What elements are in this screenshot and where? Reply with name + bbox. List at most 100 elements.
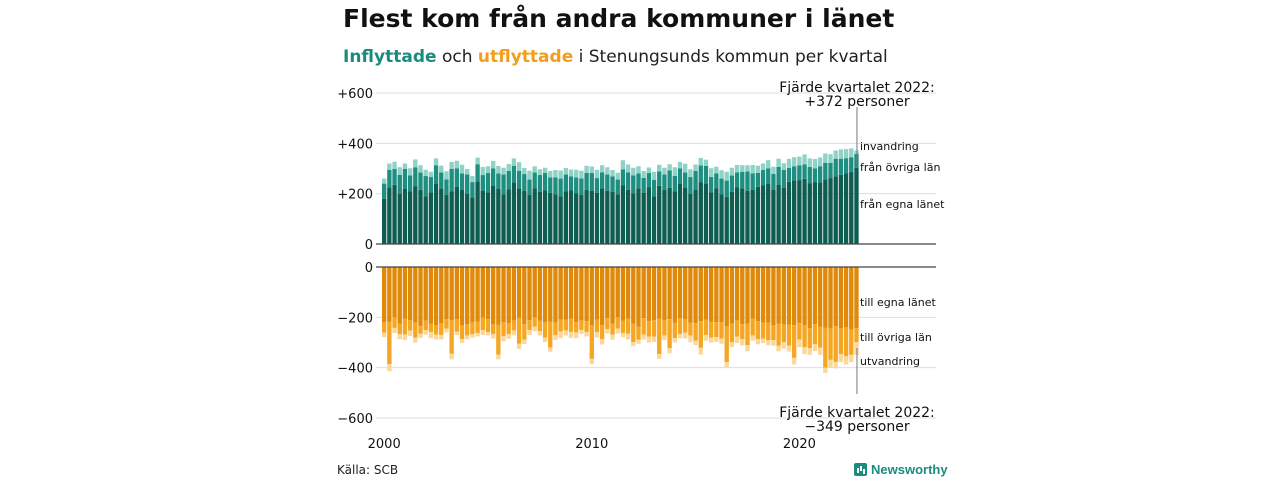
bar-in-lan — [397, 193, 402, 244]
bar-out-lan — [636, 267, 641, 327]
newsworthy-logo-icon — [854, 463, 867, 476]
chart-title: Flest kom från andra kommuner i länet — [343, 4, 895, 33]
bar-out-utvandring — [792, 357, 797, 365]
bar-out-ovriga — [667, 319, 672, 349]
bar-out-utvandring — [522, 339, 527, 345]
bar-in-lan — [392, 184, 397, 244]
bar-out-lan — [797, 267, 802, 324]
bar-in-invandring — [771, 166, 776, 174]
bar-in-invandring — [745, 165, 750, 172]
bar-out-utvandring — [605, 329, 610, 334]
annotation-bottom-line1: Fjärde kvartalet 2022: — [779, 405, 935, 421]
newsworthy-logo-text: Newsworthy — [871, 462, 948, 477]
newsworthy-logo: Newsworthy — [854, 462, 948, 477]
bar-out-lan — [714, 267, 719, 323]
bar-in-ovriga — [418, 172, 423, 190]
bar-in-invandring — [667, 164, 672, 171]
bar-in-lan — [475, 181, 480, 244]
bar-in-invandring — [423, 169, 428, 177]
bar-in-invandring — [407, 168, 413, 176]
bar-out-ovriga — [553, 322, 558, 336]
bar-in-ovriga — [745, 171, 750, 191]
bar-out-utvandring — [817, 347, 823, 355]
bar-out-ovriga — [797, 323, 802, 340]
bar-out-utvandring — [625, 333, 631, 340]
bar-out-utvandring — [786, 345, 792, 352]
bar-out-utvandring — [828, 359, 833, 368]
bar-in-invandring — [402, 163, 408, 170]
bar-in-invandring — [828, 154, 833, 163]
bar-in-lan — [786, 181, 792, 244]
bar-out-ovriga — [485, 319, 491, 333]
bar-in-invandring — [439, 165, 444, 173]
bar-out-ovriga — [490, 324, 496, 334]
bar-out-utvandring — [672, 337, 677, 343]
bar-out-utvandring — [631, 342, 636, 347]
bar-in-invandring — [776, 158, 781, 167]
bar-out-lan — [703, 267, 709, 320]
subtitle-utflyttade: utflyttade — [477, 47, 574, 67]
bar-out-utvandring — [454, 331, 460, 335]
bar-out-ovriga — [407, 320, 413, 331]
bar-out-ovriga — [817, 326, 823, 348]
bar-out-lan — [672, 267, 677, 323]
bar-out-utvandring — [527, 330, 532, 335]
bar-out-utvandring — [641, 334, 646, 340]
bar-out-lan — [501, 267, 506, 323]
bar-in-invandring — [542, 167, 548, 174]
bar-out-utvandring — [563, 330, 568, 336]
series-label-ovriga-lan-out: till övriga län — [860, 331, 932, 344]
bar-out-utvandring — [843, 356, 849, 365]
bar-out-lan — [667, 267, 672, 320]
bar-out-ovriga — [428, 323, 434, 332]
bar-out-utvandring — [651, 336, 657, 342]
bar-in-invandring — [849, 148, 854, 158]
bar-out-ovriga — [802, 325, 807, 348]
bar-out-ovriga — [470, 322, 475, 335]
bar-out-utvandring — [698, 347, 703, 355]
bar-out-utvandring — [636, 339, 641, 344]
bar-out-utvandring — [449, 353, 454, 360]
bar-out-ovriga — [558, 319, 563, 332]
bar-in-lan — [849, 171, 854, 244]
bar-out-lan — [760, 267, 766, 323]
bar-out-ovriga — [522, 324, 527, 340]
bar-out-ovriga — [480, 317, 485, 331]
series-label-invandring: invandring — [860, 140, 919, 153]
bar-in-invandring — [698, 157, 703, 166]
bar-in-ovriga — [662, 174, 667, 190]
bar-in-invandring — [563, 168, 568, 175]
bar-out-utvandring — [610, 334, 615, 340]
bar-in-lan — [677, 183, 683, 244]
annotation-bottom-line2: −349 personer — [804, 419, 910, 435]
bar-out-lan — [781, 267, 786, 325]
bar-out-utvandring — [599, 338, 605, 345]
bar-out-ovriga — [781, 324, 786, 342]
bar-out-utvandring — [662, 335, 667, 340]
bar-out-lan — [387, 267, 392, 322]
bar-in-lan — [838, 174, 844, 244]
bar-out-ovriga — [548, 321, 553, 348]
bar-out-ovriga — [838, 328, 844, 355]
bar-out-utvandring — [537, 331, 543, 336]
bar-in-invandring — [413, 159, 418, 168]
bar-out-lan — [506, 267, 511, 324]
bar-out-utvandring — [392, 327, 397, 333]
bar-out-utvandring — [693, 340, 698, 346]
bar-in-lan — [828, 178, 833, 244]
bar-out-lan — [812, 267, 818, 325]
bar-out-ovriga — [563, 319, 568, 331]
bar-in-invandring — [490, 160, 496, 169]
bar-in-ovriga — [506, 170, 511, 190]
bar-out-lan — [776, 267, 781, 324]
bar-out-lan — [423, 267, 428, 321]
bar-out-lan — [532, 267, 537, 318]
bar-in-lan — [433, 183, 439, 244]
bar-out-ovriga — [657, 318, 662, 355]
bar-in-invandring — [574, 169, 579, 178]
bar-in-lan — [683, 187, 688, 244]
bar-in-invandring — [833, 150, 838, 159]
bar-in-lan — [594, 192, 600, 244]
bar-in-lan — [579, 194, 584, 244]
